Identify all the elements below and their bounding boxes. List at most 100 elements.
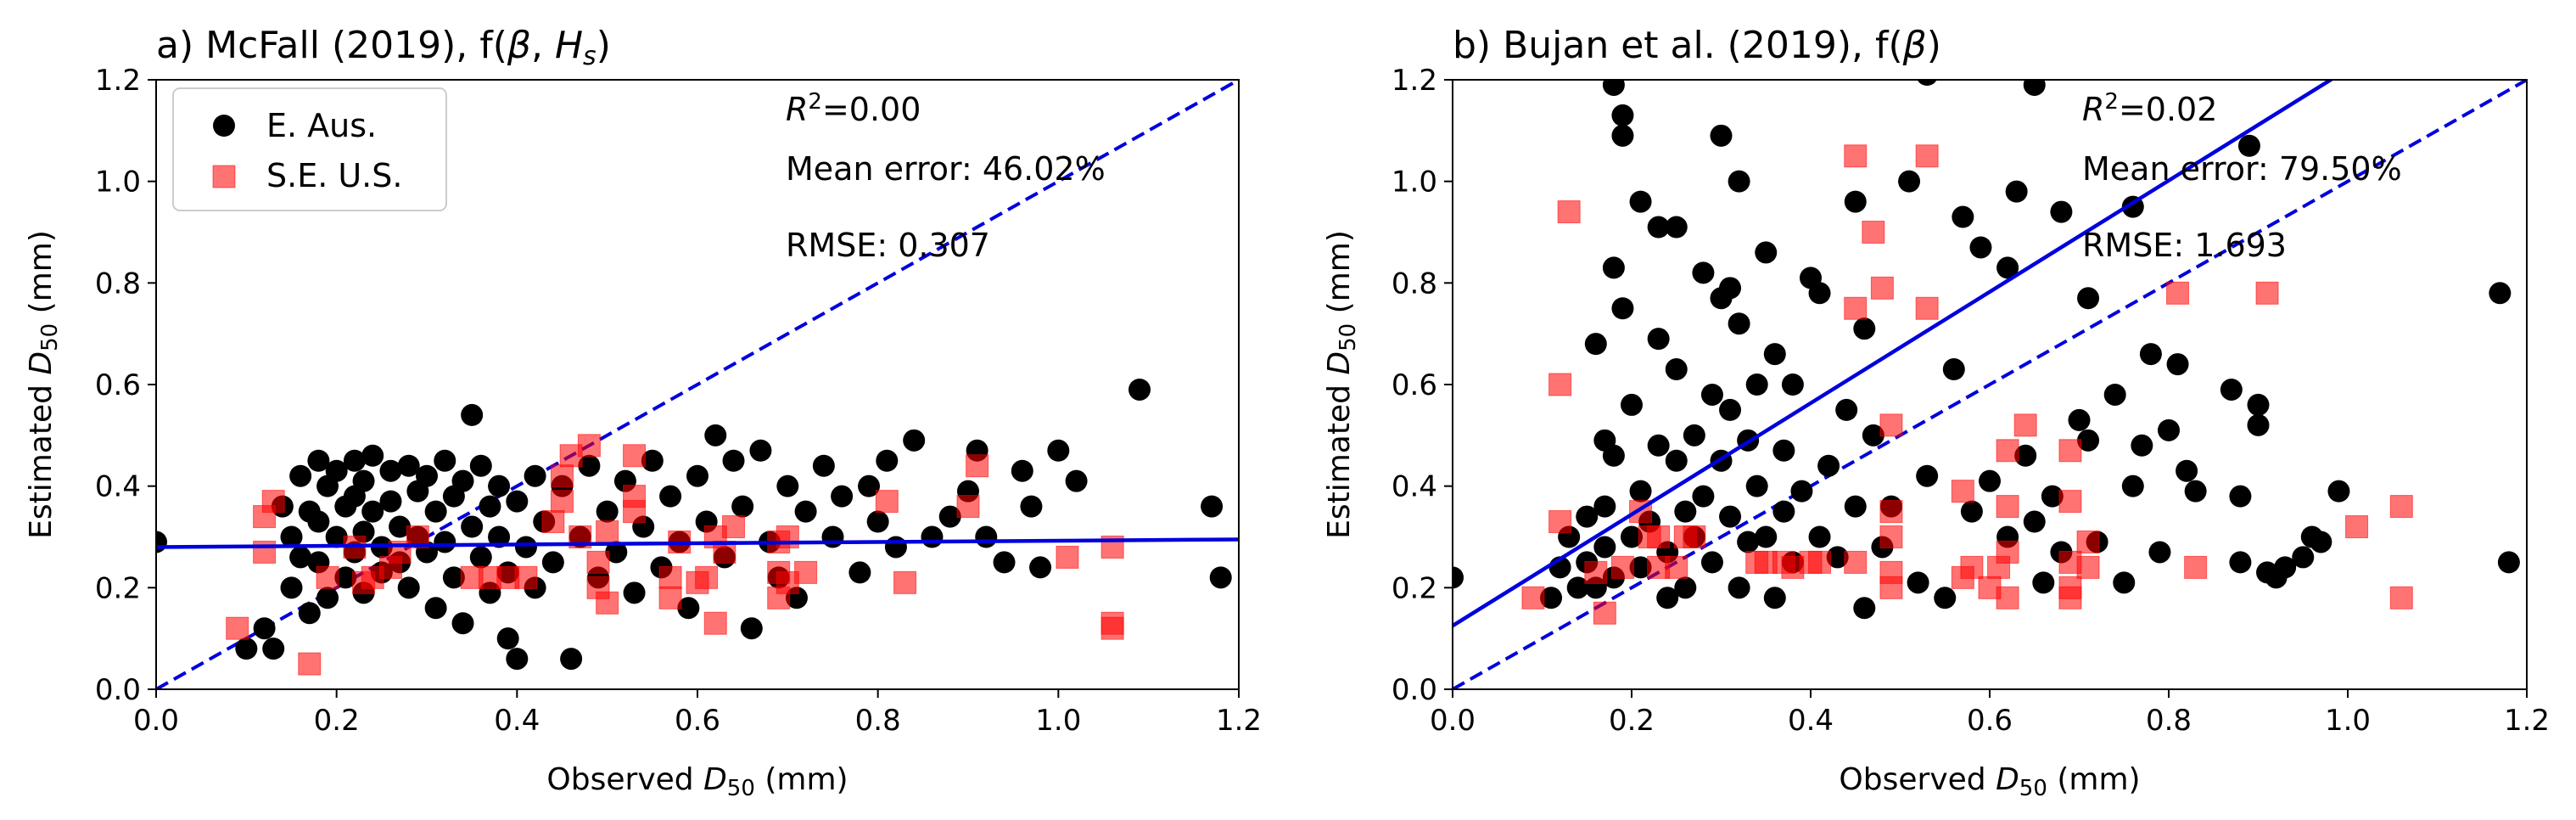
data-point-e-aus [1665, 358, 1688, 381]
data-point-e-aus [262, 637, 285, 660]
data-point-e-aus [1683, 424, 1705, 447]
legend: E. Aus. S.E. U.S. [172, 87, 447, 211]
data-point-e-aus [1844, 495, 1867, 518]
data-point-se-us [1593, 601, 1616, 625]
data-point-e-aus [524, 464, 546, 487]
data-point-e-aus [866, 510, 889, 533]
data-point-e-aus [677, 597, 700, 620]
data-point-se-us [2058, 586, 2082, 609]
data-point-e-aus [1737, 531, 1760, 553]
x-tick-label: 1.0 [1035, 704, 1081, 738]
data-point-e-aus [812, 454, 835, 477]
legend-box [172, 87, 447, 211]
data-point-e-aus [1674, 576, 1697, 599]
data-point-e-aus [280, 525, 303, 548]
panel-b-x-ticks: 0.0 0.2 0.4 0.6 0.8 1.0 1.2 [1430, 689, 2550, 738]
data-point-e-aus [424, 597, 447, 620]
data-point-e-aus [1201, 495, 1224, 518]
data-point-e-aus [2121, 475, 2144, 497]
data-point-e-aus [1817, 454, 1840, 477]
panel-a-x-ticks: 0.0 0.2 0.4 0.6 0.8 1.0 1.2 [133, 689, 1262, 738]
data-point-se-us [1548, 373, 1572, 396]
data-point-e-aus [2292, 546, 2315, 569]
x-tick-label: 0.0 [1430, 704, 1476, 738]
x-tick-label: 0.4 [1788, 704, 1834, 738]
panel-a-marks [156, 378, 1232, 676]
panel-a-plot-area [156, 80, 1239, 689]
data-point-e-aus [605, 541, 628, 564]
panel-a-title: a) McFall (2019), f(β, Hs) [156, 24, 611, 71]
data-point-se-us [551, 464, 574, 488]
data-point-se-us [551, 490, 574, 514]
data-point-e-aus [1763, 343, 1786, 366]
y-tick-label: 0.0 [1392, 673, 1437, 707]
data-point-se-us [794, 560, 818, 584]
data-point-e-aus [307, 510, 330, 533]
data-point-e-aus [1629, 480, 1652, 503]
data-point-e-aus [1665, 449, 1688, 472]
legend-marker-e-aus [213, 115, 235, 137]
data-point-e-aus [1808, 282, 1831, 305]
x-tick-label: 0.6 [1967, 704, 2013, 738]
data-point-e-aus [488, 525, 511, 548]
panel-a-rmse: RMSE: 0.307 [786, 227, 990, 264]
data-point-e-aus [1969, 236, 1992, 259]
y-tick-label: 0.4 [95, 470, 141, 504]
data-point-se-us [2255, 281, 2279, 305]
data-point-e-aus [2077, 287, 2100, 310]
data-point-e-aus [1128, 378, 1151, 401]
data-point-e-aus [361, 444, 384, 467]
data-point-e-aus [1540, 587, 1563, 609]
data-point-e-aus [307, 449, 330, 472]
data-point-se-us [1879, 576, 1903, 599]
data-point-se-us [261, 490, 285, 514]
data-point-e-aus [434, 531, 456, 553]
data-point-e-aus [2077, 429, 2100, 452]
data-point-e-aus [921, 525, 944, 548]
data-point-e-aus [461, 403, 484, 426]
data-point-se-us [1960, 555, 1984, 579]
data-point-e-aus [2032, 571, 2055, 594]
data-point-e-aus [361, 500, 384, 523]
data-point-e-aus [2068, 408, 2091, 431]
data-point-se-us [1521, 586, 1545, 609]
data-point-e-aus [442, 566, 465, 589]
data-point-e-aus [1700, 383, 1723, 406]
data-point-e-aus [560, 648, 583, 671]
panel-b-plot-area [1453, 80, 2527, 689]
data-point-se-us [893, 570, 917, 594]
data-point-se-us [577, 434, 601, 458]
data-point-e-aus [1719, 505, 1742, 528]
data-point-se-us [1879, 525, 1903, 548]
data-point-se-us [1996, 495, 2019, 519]
x-tick-label: 0.0 [133, 704, 179, 738]
data-point-se-us [1996, 439, 2019, 463]
data-point-e-aus [2497, 551, 2520, 574]
y-tick-label: 1.0 [95, 166, 141, 199]
data-point-e-aus [1755, 525, 1778, 548]
data-point-se-us [298, 652, 322, 676]
data-point-e-aus [1584, 333, 1607, 356]
panel-a-y-label: Estimated D50 (mm) [24, 230, 63, 539]
data-point-se-us [586, 550, 610, 574]
data-point-se-us [956, 495, 980, 519]
panel-b-title: b) Bujan et al. (2019), f(β) [1453, 24, 1941, 67]
data-point-se-us [1879, 500, 1903, 524]
data-point-e-aus [876, 449, 899, 472]
legend-label-e-aus: E. Aus. [266, 107, 377, 144]
data-point-e-aus [316, 587, 339, 609]
data-point-e-aus [1576, 505, 1599, 528]
data-point-e-aus [416, 464, 438, 487]
data-point-se-us [2184, 555, 2208, 579]
data-point-e-aus [1665, 216, 1688, 239]
data-point-e-aus [704, 424, 727, 447]
data-point-e-aus [352, 469, 375, 492]
y-tick-label: 0.2 [95, 571, 141, 605]
data-point-se-us [1665, 555, 1688, 579]
data-point-se-us [1683, 525, 1706, 548]
data-point-e-aus [1611, 104, 1634, 126]
data-point-e-aus [1781, 373, 1804, 396]
data-point-e-aus [2014, 444, 2037, 467]
y-tick-label: 0.6 [95, 368, 141, 402]
